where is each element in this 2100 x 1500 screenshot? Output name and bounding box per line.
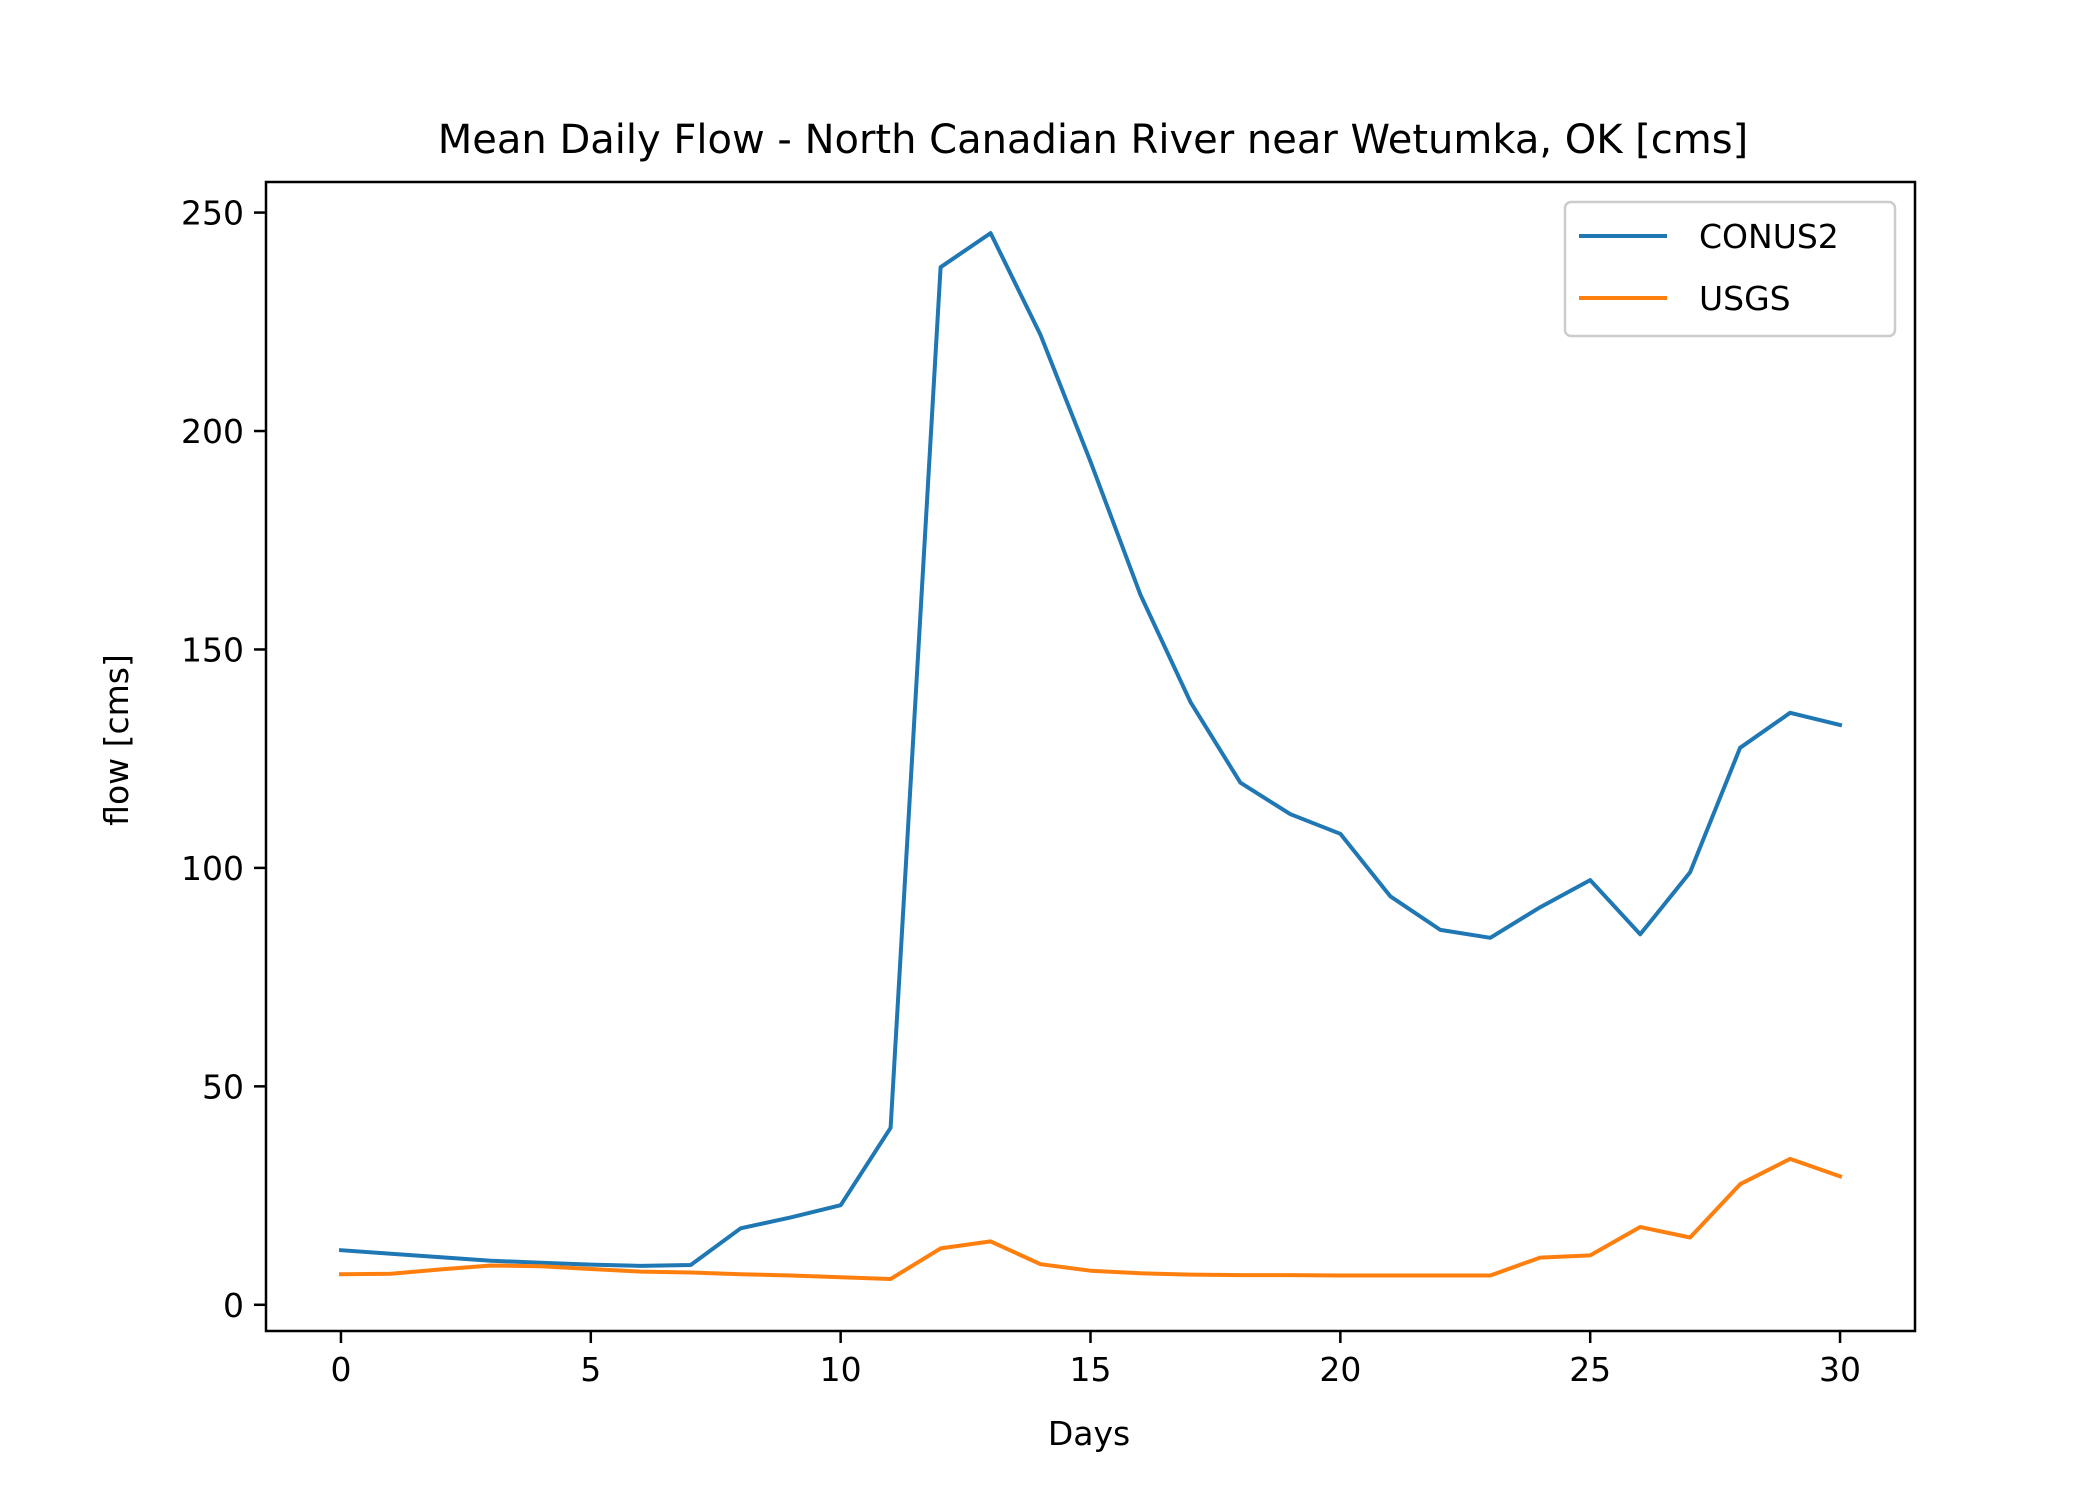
chart-title: Mean Daily Flow - North Canadian River n… — [438, 117, 1748, 163]
x-axis-label: Days — [1048, 1414, 1130, 1453]
x-tick-label: 0 — [330, 1350, 351, 1389]
y-axis-label: flow [cms] — [97, 654, 136, 826]
x-tick-label: 25 — [1569, 1350, 1611, 1389]
y-tick-label: 0 — [223, 1286, 244, 1325]
y-tick-label: 50 — [202, 1067, 244, 1106]
x-tick-label: 20 — [1319, 1350, 1361, 1389]
y-tick-label: 250 — [181, 194, 244, 233]
series-line-usgs — [338, 1156, 1843, 1281]
legend: CONUS2 USGS — [1563, 200, 1897, 338]
x-tick-label: 15 — [1070, 1350, 1112, 1389]
y-tick-label: 100 — [181, 849, 244, 888]
x-tick-label: 5 — [580, 1350, 601, 1389]
x-tick-label: 10 — [820, 1350, 862, 1389]
y-tick-label: 150 — [181, 630, 244, 669]
legend-label-conus2: CONUS2 — [1699, 217, 1839, 256]
legend-label-usgs: USGS — [1699, 279, 1791, 318]
x-axis: 0 5 10 15 20 25 30 — [330, 1331, 1861, 1389]
series-line-conus2 — [338, 231, 1843, 1268]
y-tick-label: 200 — [181, 412, 244, 451]
y-axis: 0 50 100 150 200 250 — [181, 194, 266, 1325]
x-tick-label: 30 — [1819, 1350, 1861, 1389]
